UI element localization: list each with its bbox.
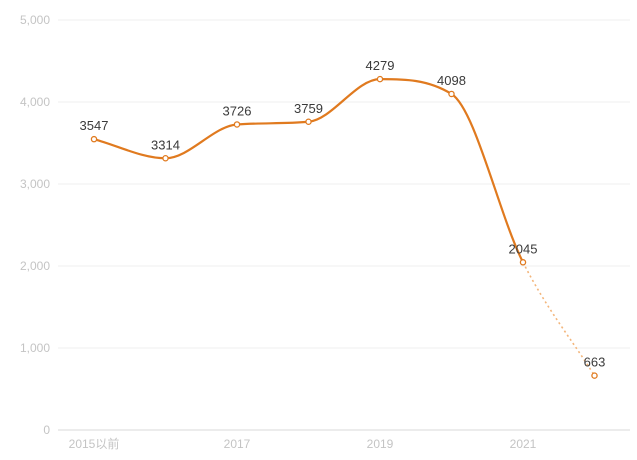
y-tick-label: 2,000 xyxy=(20,259,50,273)
series-line-projected xyxy=(522,261,596,377)
x-tick-label: 2019 xyxy=(367,437,394,451)
data-labels: 3547 3314 3726 3759 4279 4098 2045 663 xyxy=(80,58,606,370)
data-label: 663 xyxy=(584,355,606,370)
data-point xyxy=(90,135,98,143)
data-point xyxy=(305,118,312,126)
x-tick-label: 2021 xyxy=(510,437,537,451)
data-point xyxy=(591,372,598,379)
data-label: 3547 xyxy=(80,118,109,133)
series-line xyxy=(92,78,596,377)
data-point xyxy=(162,155,169,162)
y-tick-label: 3,000 xyxy=(20,177,50,191)
data-label: 2045 xyxy=(509,241,538,256)
y-tick-label: 5,000 xyxy=(20,13,50,27)
data-point xyxy=(233,121,241,128)
data-markers xyxy=(90,75,598,379)
y-axis-ticks: 0 1,000 2,000 3,000 4,000 5,000 xyxy=(20,13,50,437)
data-label: 4279 xyxy=(366,58,395,73)
data-label: 3759 xyxy=(294,101,323,116)
x-axis-ticks: 2015以前 2017 2019 2021 xyxy=(69,436,537,451)
data-label: 3314 xyxy=(151,137,180,152)
data-point xyxy=(448,90,455,98)
grid xyxy=(58,19,630,431)
data-point xyxy=(376,75,384,83)
x-tick-label: 2017 xyxy=(224,437,251,451)
data-point xyxy=(519,259,527,266)
data-label: 3726 xyxy=(223,103,252,118)
data-label: 4098 xyxy=(437,73,466,88)
y-tick-label: 0 xyxy=(43,423,50,437)
y-tick-label: 1,000 xyxy=(20,341,50,355)
y-tick-label: 4,000 xyxy=(20,95,50,109)
x-tick-label: 2015以前 xyxy=(69,436,120,451)
